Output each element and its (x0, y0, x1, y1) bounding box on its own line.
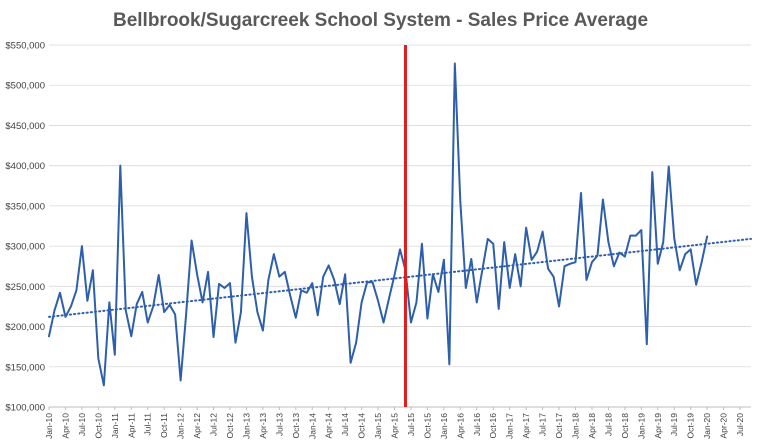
x-tick-label: Oct-13 (291, 413, 301, 439)
x-tick-label: Jul-15 (406, 413, 416, 436)
y-tick-label: $500,000 (5, 81, 45, 92)
x-tick-label: Jul-17 (538, 413, 548, 436)
x-tick-label: Apr-10 (60, 413, 70, 439)
y-tick-label: $250,000 (5, 282, 45, 293)
x-tick-label: Apr-11 (126, 413, 136, 438)
y-tick-label: $150,000 (5, 362, 45, 373)
x-tick-label: Apr-20 (719, 413, 729, 439)
x-tick-label: Apr-16 (455, 413, 465, 439)
x-tick-label: Jan-17 (505, 413, 515, 439)
y-tick-label: $550,000 (5, 41, 45, 52)
x-tick-label: Jul-18 (603, 413, 613, 436)
trendline-series (48, 237, 752, 318)
x-tick-label: Jul-19 (669, 413, 679, 436)
x-tick-label: Jul-11 (143, 413, 153, 436)
x-axis-tick-labels: Jan-10 Apr-10 Jul-10 Oct-10 Jan-11 Apr-11 Jul-… (44, 407, 745, 439)
y-tick-label: $100,000 (5, 403, 45, 414)
x-tick-label: Oct-17 (554, 413, 564, 439)
x-tick-label: Oct-16 (488, 413, 498, 439)
x-tick-label: Apr-13 (258, 413, 268, 439)
x-tick-label: Jul-10 (77, 413, 87, 436)
x-tick-label: Jan-11 (110, 413, 120, 439)
y-tick-label: $300,000 (5, 242, 45, 253)
y-tick-label: $400,000 (5, 161, 45, 172)
x-tick-label: Jan-18 (571, 413, 581, 439)
x-tick-label: Oct-14 (357, 413, 367, 439)
x-tick-label: Oct-15 (422, 413, 432, 439)
grid-lines (49, 44, 751, 408)
y-axis-tick-labels: $100,000 $150,000 $200,000 $250,000 $300,000… (5, 41, 45, 414)
x-tick-label: Jan-19 (636, 413, 646, 439)
x-tick-label: Jul-14 (340, 413, 350, 436)
x-tick-label: Jan-20 (702, 413, 712, 439)
x-tick-label: Oct-19 (686, 413, 696, 439)
x-tick-label: Jan-10 (44, 413, 54, 439)
y-tick-label: $200,000 (5, 322, 45, 333)
x-tick-label: Jan-15 (373, 413, 383, 439)
x-tick-label: Jul-16 (472, 413, 482, 436)
x-tick-label: Apr-12 (192, 413, 202, 439)
x-tick-label: Jan-14 (307, 413, 317, 439)
x-tick-label: Jan-13 (241, 413, 251, 439)
x-tick-label: Oct-10 (93, 413, 103, 439)
x-tick-label: Oct-11 (159, 413, 169, 438)
x-tick-label: Apr-18 (587, 413, 597, 439)
x-tick-label: Jul-20 (735, 413, 745, 436)
sales-price-series-line (48, 62, 709, 387)
x-tick-label: Oct-18 (620, 413, 630, 439)
x-tick-label: Jul-13 (274, 413, 284, 436)
chart-title: Bellbrook/Sugarcreek School System - Sal… (113, 10, 648, 31)
x-tick-label: Jan-16 (439, 413, 449, 439)
y-tick-label: $450,000 (5, 121, 45, 132)
x-tick-label: Apr-15 (390, 413, 400, 439)
x-tick-label: Apr-17 (521, 413, 531, 439)
y-tick-label: $350,000 (5, 201, 45, 212)
x-tick-label: Apr-19 (653, 413, 663, 439)
x-tick-label: Jan-12 (176, 413, 186, 439)
x-tick-label: Apr-14 (324, 413, 334, 439)
x-tick-label: Jul-12 (209, 413, 219, 436)
x-tick-label: Oct-12 (225, 413, 235, 439)
series-layer (48, 62, 752, 387)
